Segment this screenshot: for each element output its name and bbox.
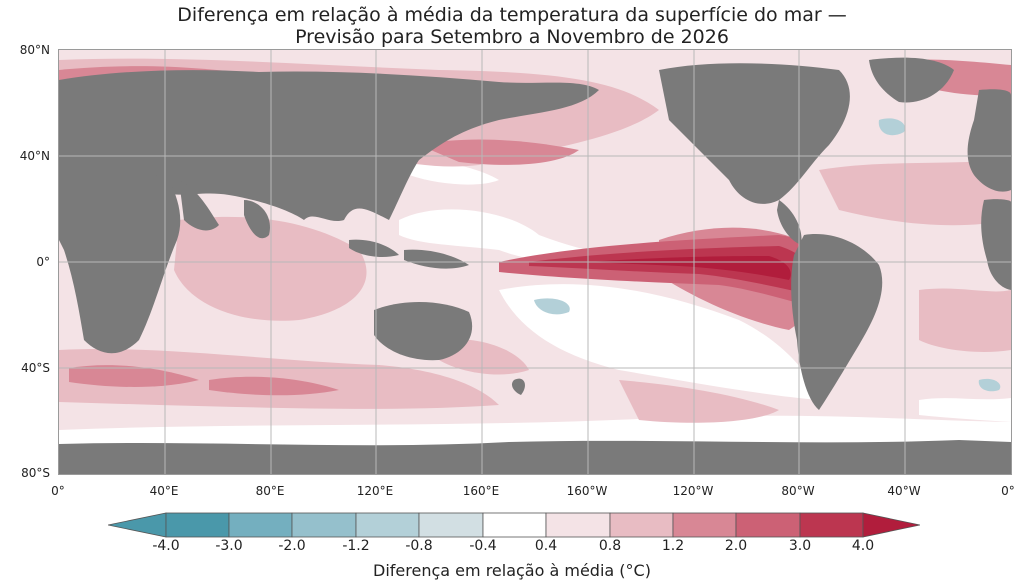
colorbar-tick: 0.4 [534, 538, 558, 554]
colorbar-tick: -1.2 [342, 538, 370, 554]
map-gridlines [59, 50, 1011, 474]
colorbar-segment [291, 512, 357, 538]
colorbar-segment [545, 512, 611, 538]
map-title-line1: Diferença em relação à média da temperat… [177, 4, 847, 26]
sst-anomaly-map [58, 49, 1012, 475]
colorbar-arrow-low [108, 512, 167, 538]
colorbar-tick: 3.0 [788, 538, 812, 554]
colorbar-tick: -0.4 [469, 538, 497, 554]
lat-label-80s: 80°S [21, 466, 50, 480]
lat-label-40s: 40°S [21, 361, 50, 375]
colorbar-segment [482, 512, 547, 538]
lon-label-160w: 160°W [566, 484, 608, 498]
lat-label-0: 0° [36, 255, 50, 269]
colorbar-tick: -2.0 [278, 538, 306, 554]
lat-label-80n: 80°N [19, 43, 50, 57]
map-title: Diferença em relação à média da temperat… [0, 4, 1024, 48]
colorbar-title: Diferença em relação à média (°C) [373, 561, 651, 580]
land-masses [59, 57, 1011, 474]
colorbar-segment [799, 512, 864, 538]
colorbar-tick: 4.0 [851, 538, 875, 554]
colorbar [108, 512, 920, 538]
lat-label-40n: 40°N [19, 149, 50, 163]
colorbar-segment [165, 512, 230, 538]
colorbar-arrow-high [862, 512, 920, 538]
colorbar-tick: 1.2 [661, 538, 685, 554]
colorbar-segment [735, 512, 801, 538]
lon-label-0: 0° [51, 484, 65, 498]
colorbar-tick: 0.8 [598, 538, 622, 554]
lon-label-120w: 120°W [672, 484, 714, 498]
colorbar-segment [672, 512, 737, 538]
colorbar-tick: -3.0 [215, 538, 243, 554]
lon-label-40e: 40°E [149, 484, 179, 498]
colorbar-segment [355, 512, 420, 538]
lon-label-80e: 80°E [255, 484, 285, 498]
colorbar-tick: -0.8 [405, 538, 433, 554]
lon-label-40w: 40°W [887, 484, 921, 498]
colorbar-segment [228, 512, 293, 538]
lon-label-80w: 80°W [781, 484, 815, 498]
map-title-line2: Previsão para Setembro a Novembro de 202… [295, 26, 729, 48]
lon-label-120e: 120°E [356, 484, 394, 498]
colorbar-segment [609, 512, 674, 538]
colorbar-tick: -4.0 [152, 538, 180, 554]
lon-label-0-end: 0° [1001, 484, 1015, 498]
negative-anomaly-regions [534, 118, 1001, 392]
colorbar-segment [418, 512, 484, 538]
lon-label-160e: 160°E [462, 484, 500, 498]
colorbar-tick: 2.0 [724, 538, 748, 554]
